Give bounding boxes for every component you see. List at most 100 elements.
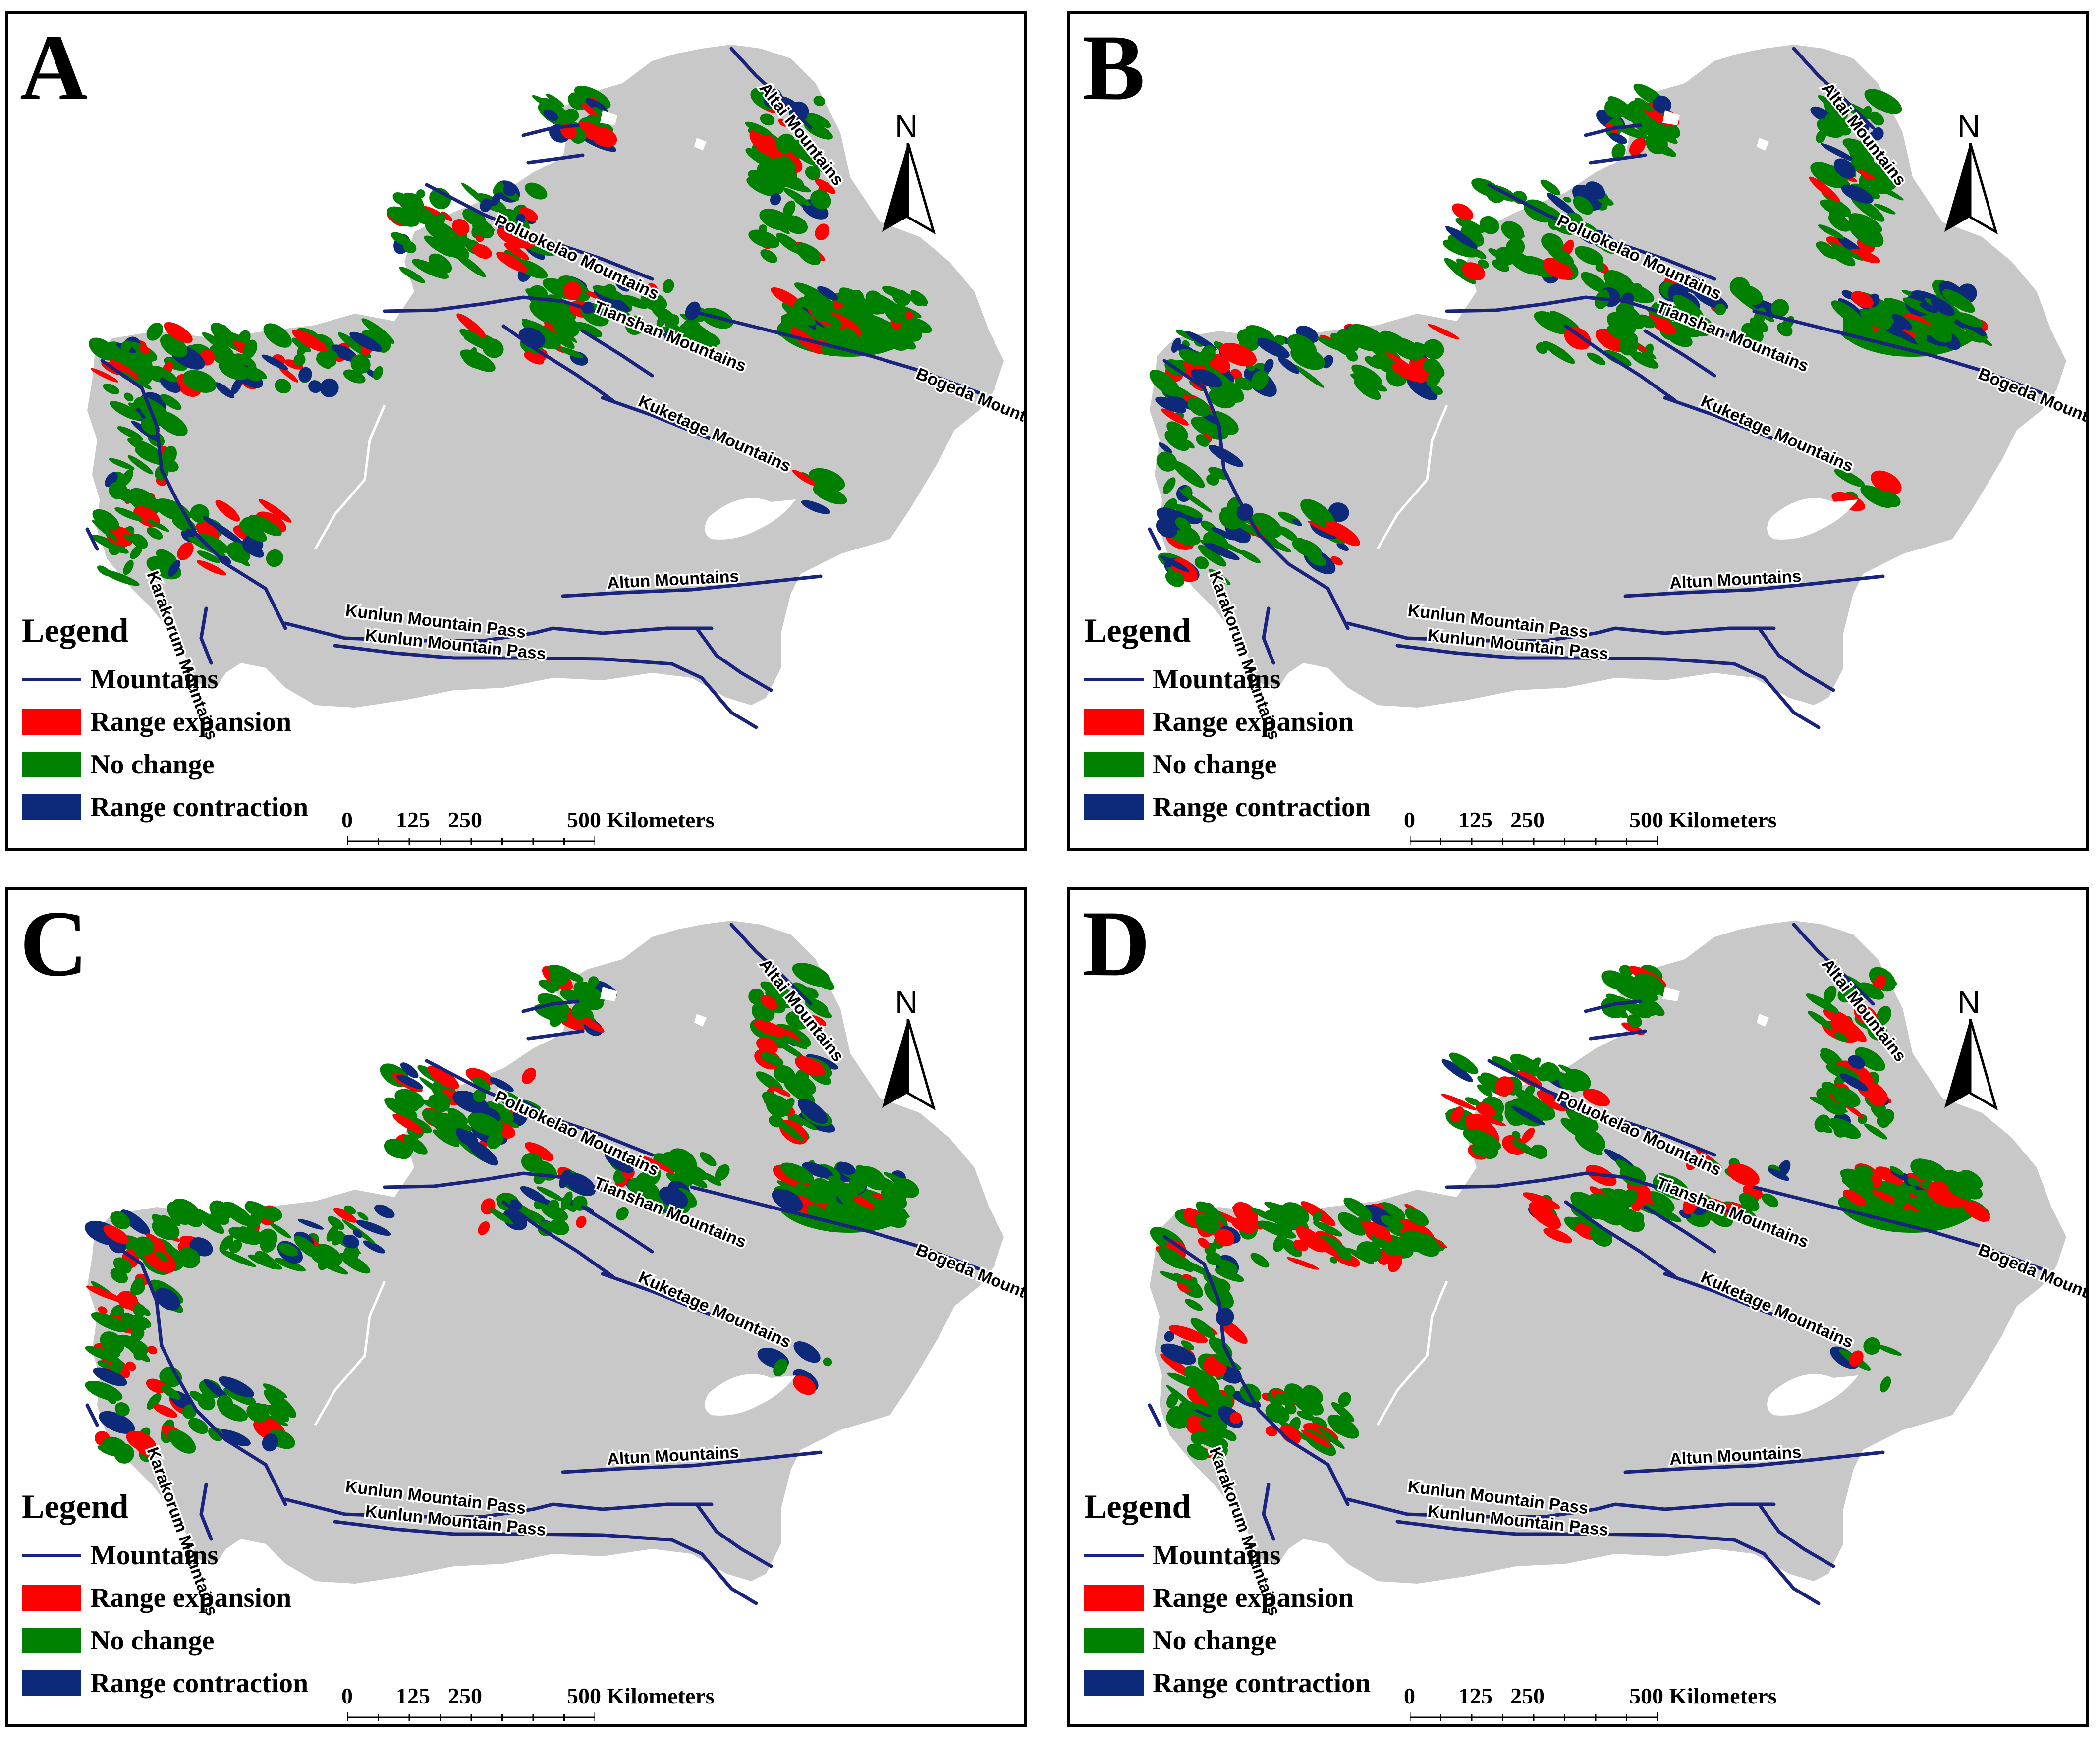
expansion-patch xyxy=(278,366,299,383)
study-area-land xyxy=(87,45,1004,708)
expansion-patch xyxy=(771,287,803,308)
lake xyxy=(600,987,617,1001)
scale-tick-label: 0 xyxy=(341,807,353,832)
no-change-patch xyxy=(1194,556,1209,569)
no-change-patch xyxy=(1158,1247,1187,1269)
scale-bar-line xyxy=(347,1712,595,1721)
no-change-patch xyxy=(1187,1443,1209,1461)
legend-title: Legend xyxy=(22,611,129,649)
expansion-patch xyxy=(1727,1163,1760,1186)
no-change-patch xyxy=(862,329,879,341)
expansion-patch xyxy=(760,995,777,1010)
mountain-line xyxy=(1584,999,1642,1013)
panel-label: A xyxy=(20,16,88,120)
expansion-patch xyxy=(523,352,544,365)
no-change-patch xyxy=(117,426,143,440)
contraction-patch xyxy=(363,1240,386,1254)
legend-swatch xyxy=(1084,1670,1144,1696)
expansion-patch xyxy=(1583,1089,1610,1107)
contraction-patch xyxy=(605,1151,634,1173)
no-change-patch xyxy=(1527,1057,1541,1073)
no-change-patch xyxy=(314,1245,343,1259)
mountain-line xyxy=(1346,1497,1776,1519)
legend: Legend Mountains Range expansion No change R… xyxy=(1084,613,1371,828)
no-change-patch xyxy=(176,1247,201,1268)
legend-label: Range expansion xyxy=(1153,1583,1354,1613)
expansion-patch xyxy=(1214,1228,1235,1247)
no-change-patch xyxy=(1646,132,1668,155)
no-change-patch xyxy=(339,1253,371,1274)
expansion-patch xyxy=(292,329,328,352)
no-change-patch xyxy=(147,527,163,540)
legend-item: No change xyxy=(1084,1619,1371,1662)
no-change-patch xyxy=(838,328,858,346)
mountain-line xyxy=(1792,47,1875,130)
contraction-patch xyxy=(1892,321,1905,331)
no-change-patch xyxy=(1505,237,1525,257)
no-change-patch xyxy=(1166,1384,1197,1411)
no-change-patch xyxy=(1854,1164,1873,1180)
no-change-patch xyxy=(244,1202,265,1216)
no-change-patch xyxy=(1204,1281,1234,1309)
no-change-patch xyxy=(172,519,187,532)
expansion-patch xyxy=(1494,1076,1514,1097)
no-change-patch xyxy=(1950,1207,1966,1217)
no-change-patch xyxy=(748,170,783,194)
legend-label: Range expansion xyxy=(90,1583,292,1613)
mountain-line xyxy=(1564,324,1677,402)
no-change-patch xyxy=(574,322,603,338)
no-change-patch xyxy=(1307,552,1326,566)
no-change-patch xyxy=(1852,320,1874,331)
no-change-patch xyxy=(130,1277,145,1296)
no-change-patch xyxy=(670,1160,709,1180)
no-change-patch xyxy=(1611,143,1626,160)
expansion-patch xyxy=(333,1208,357,1223)
no-change-patch xyxy=(1195,1212,1220,1234)
contraction-patch xyxy=(516,214,526,223)
expansion-patch xyxy=(756,1037,778,1054)
no-change-patch xyxy=(571,1002,589,1020)
no-change-patch xyxy=(208,1427,223,1441)
no-change-patch xyxy=(748,229,780,249)
no-change-patch xyxy=(1703,1158,1719,1173)
mountain-line xyxy=(561,574,823,598)
no-change-patch xyxy=(1877,1114,1890,1128)
contraction-patch xyxy=(1585,181,1605,200)
no-change-patch xyxy=(1275,1393,1295,1407)
no-change-patch xyxy=(1828,1118,1861,1139)
no-change-patch xyxy=(1400,1230,1432,1253)
contraction-patch xyxy=(543,110,558,121)
expansion-patch xyxy=(815,223,829,240)
no-change-patch xyxy=(522,319,546,333)
contraction-patch xyxy=(1886,324,1919,345)
no-change-patch xyxy=(1492,1056,1519,1074)
no-change-patch xyxy=(745,121,773,137)
expansion-patch xyxy=(753,1020,786,1037)
no-change-patch xyxy=(1771,299,1789,318)
no-change-patch xyxy=(248,1254,282,1270)
no-change-patch xyxy=(1178,436,1195,449)
no-change-patch xyxy=(433,1129,460,1147)
no-change-patch xyxy=(157,368,177,383)
no-change-patch xyxy=(699,1152,717,1167)
no-change-patch xyxy=(1175,517,1191,532)
mountain-line xyxy=(333,1520,758,1605)
expansion-patch xyxy=(146,1233,166,1251)
contraction-patch xyxy=(1256,337,1290,358)
mountain-line xyxy=(1643,1205,1716,1254)
contraction-patch xyxy=(801,500,830,514)
no-change-patch xyxy=(774,1065,795,1084)
no-change-patch xyxy=(760,1052,784,1066)
mountain-line xyxy=(1663,1272,1806,1328)
no-change-patch xyxy=(117,1334,149,1354)
no-change-patch xyxy=(1426,369,1441,388)
no-change-patch xyxy=(1442,239,1479,258)
no-change-patch xyxy=(447,1108,468,1125)
no-change-patch xyxy=(152,1217,173,1238)
expansion-patch xyxy=(478,1221,490,1235)
scale-tick-label: 250 xyxy=(1510,807,1545,832)
mountain-line xyxy=(1162,359,1350,630)
no-change-patch xyxy=(1223,1430,1237,1441)
mountain-line xyxy=(561,1450,823,1474)
legend-label: Mountains xyxy=(90,1540,219,1571)
